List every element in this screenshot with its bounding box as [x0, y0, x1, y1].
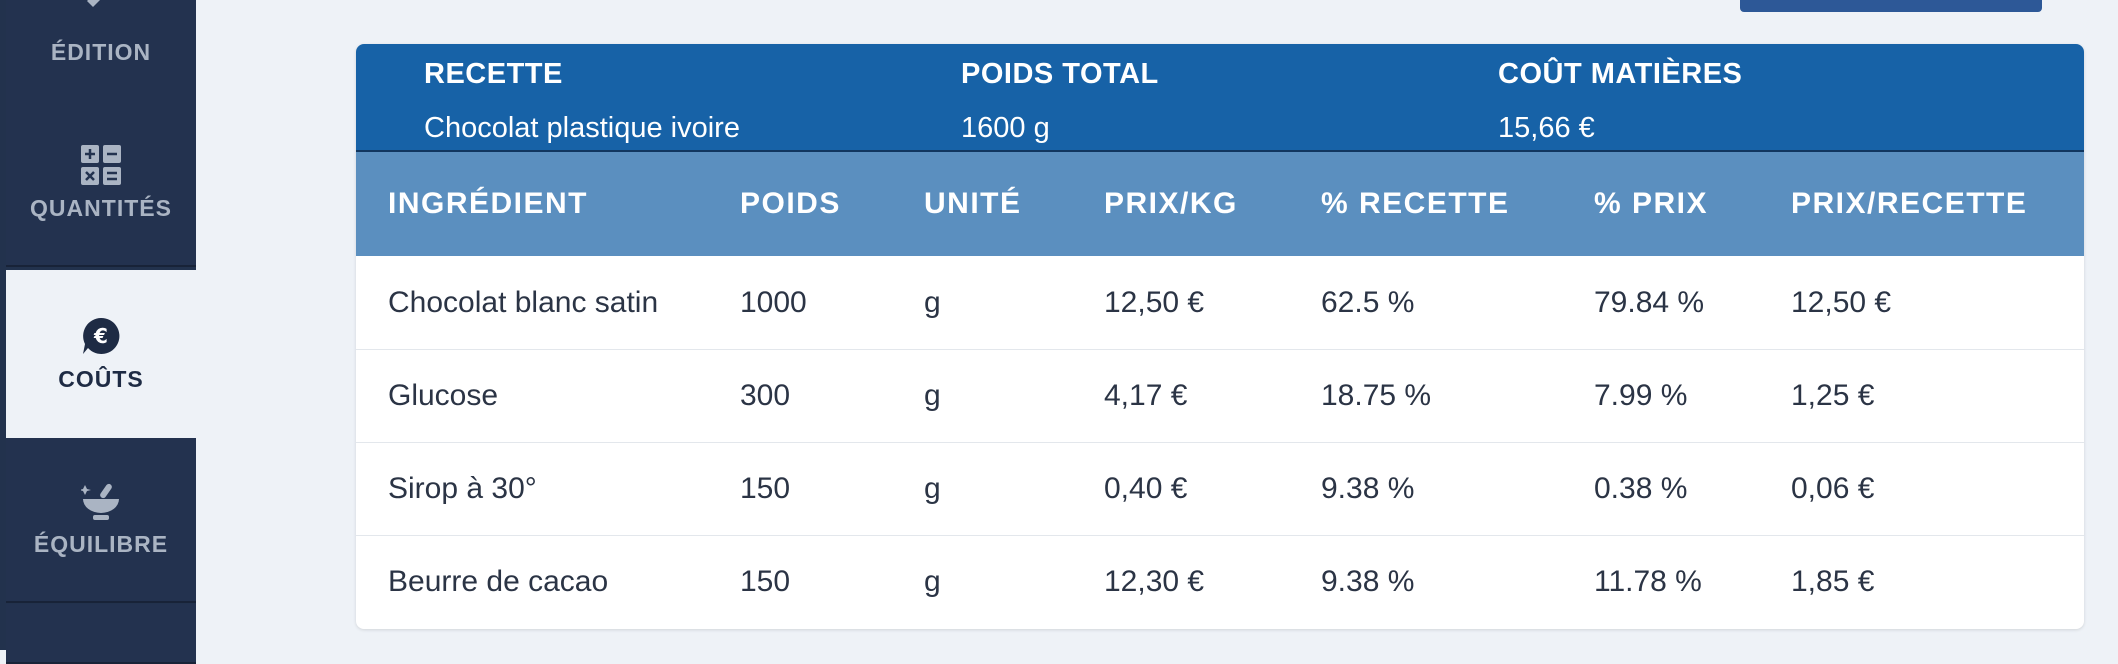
cell-pct-recette: 18.75 %: [1321, 379, 1432, 412]
cell-ingredient: Glucose: [388, 379, 499, 412]
summary-cout-label: COÛT MATIÈRES: [1498, 58, 1743, 90]
table-header: INGRÉDIENT POIDS UNITÉ PRIX/KG % RECETTE…: [356, 152, 2084, 256]
calculator-icon: [81, 145, 121, 185]
sidebar-item-label: ÉQUILIBRE: [33, 531, 169, 557]
cell-pct-recette: 9.38 %: [1321, 472, 1415, 505]
cell-unite: g: [924, 379, 941, 412]
table-row: Glucose 300 g 4,17 € 18.75 % 7.99 % 1,25…: [356, 349, 2084, 443]
sidebar-item-couts[interactable]: € COÛTS: [6, 270, 196, 438]
column-header-ingredient[interactable]: INGRÉDIENT: [388, 187, 589, 220]
column-header-unite[interactable]: UNITÉ: [924, 187, 1022, 220]
sidebar-item-label: COÛTS: [58, 365, 144, 392]
sidebar-item-quantites[interactable]: QUANTITÉS: [6, 102, 196, 267]
top-action-button[interactable]: [1740, 0, 2042, 12]
cell-poids: 1000: [740, 286, 807, 319]
sidebar: ÉDITION QUANTITÉS € COÛTS: [0, 0, 196, 664]
summary-recette-label: RECETTE: [424, 58, 563, 90]
sidebar-item-equilibre[interactable]: ÉQUILIBRE: [6, 438, 196, 603]
column-header-pct-prix[interactable]: % PRIX: [1594, 187, 1709, 220]
column-header-poids[interactable]: POIDS: [740, 187, 841, 220]
sidebar-item-label: ÉDITION: [50, 39, 152, 65]
cell-pct-prix: 79.84 %: [1594, 286, 1705, 319]
table-row: Beurre de cacao 150 g 12,30 € 9.38 % 11.…: [356, 535, 2084, 628]
cell-prix-kg: 12,30 €: [1104, 565, 1205, 598]
cell-poids: 300: [740, 379, 791, 412]
cell-poids: 150: [740, 472, 791, 505]
summary-cout-value: 15,66 €: [1498, 112, 1595, 144]
cell-unite: g: [924, 565, 941, 598]
cell-ingredient: Sirop à 30°: [388, 472, 537, 505]
column-header-prix-kg[interactable]: PRIX/KG: [1104, 187, 1238, 220]
cell-ingredient: Chocolat blanc satin: [388, 286, 659, 319]
cell-poids: 150: [740, 565, 791, 598]
summary-recette-value: Chocolat plastique ivoire: [424, 112, 740, 144]
cell-prix-recette: 0,06 €: [1791, 472, 1875, 505]
cell-pct-prix: 7.99 %: [1594, 379, 1688, 412]
cell-prix-kg: 4,17 €: [1104, 379, 1188, 412]
cell-pct-recette: 62.5 %: [1321, 286, 1415, 319]
column-header-pct-recette[interactable]: % RECETTE: [1321, 187, 1510, 220]
summary-poids: POIDS TOTAL 1600 g: [961, 54, 1159, 148]
cost-table-card: RECETTE Chocolat plastique ivoire POIDS …: [356, 44, 2084, 629]
cell-pct-recette: 9.38 %: [1321, 565, 1415, 598]
cell-prix-kg: 12,50 €: [1104, 286, 1205, 319]
cell-prix-recette: 1,25 €: [1791, 379, 1875, 412]
cell-unite: g: [924, 472, 941, 505]
sidebar-item-next[interactable]: [6, 604, 196, 664]
summary-poids-label: POIDS TOTAL: [961, 58, 1159, 90]
sidebar-item-edition[interactable]: ÉDITION: [6, 0, 196, 105]
cell-prix-recette: 1,85 €: [1791, 565, 1875, 598]
cell-ingredient: Beurre de cacao: [388, 565, 609, 598]
cell-pct-prix: 0.38 %: [1594, 472, 1688, 505]
table-row: Sirop à 30° 150 g 0,40 € 9.38 % 0.38 % 0…: [356, 442, 2084, 536]
euro-bubble-icon: €: [81, 316, 121, 356]
edit-tools-icon: [81, 0, 121, 7]
summary-cout: COÛT MATIÈRES 15,66 €: [1498, 54, 1742, 148]
cell-unite: g: [924, 286, 941, 319]
summary-poids-value: 1600 g: [961, 112, 1050, 144]
cell-prix-recette: 12,50 €: [1791, 286, 1892, 319]
sidebar-item-label: QUANTITÉS: [30, 195, 172, 221]
summary-recette: RECETTE Chocolat plastique ivoire: [424, 54, 740, 148]
table-row: Chocolat blanc satin 1000 g 12,50 € 62.5…: [356, 256, 2084, 350]
recipe-summary: RECETTE Chocolat plastique ivoire POIDS …: [356, 44, 2084, 152]
column-header-prix-recette[interactable]: PRIX/RECETTE: [1791, 187, 2028, 220]
mortar-pestle-icon: [81, 481, 121, 521]
cell-prix-kg: 0,40 €: [1104, 472, 1188, 505]
svg-text:€: €: [93, 324, 108, 348]
cell-pct-prix: 11.78 %: [1594, 565, 1702, 598]
